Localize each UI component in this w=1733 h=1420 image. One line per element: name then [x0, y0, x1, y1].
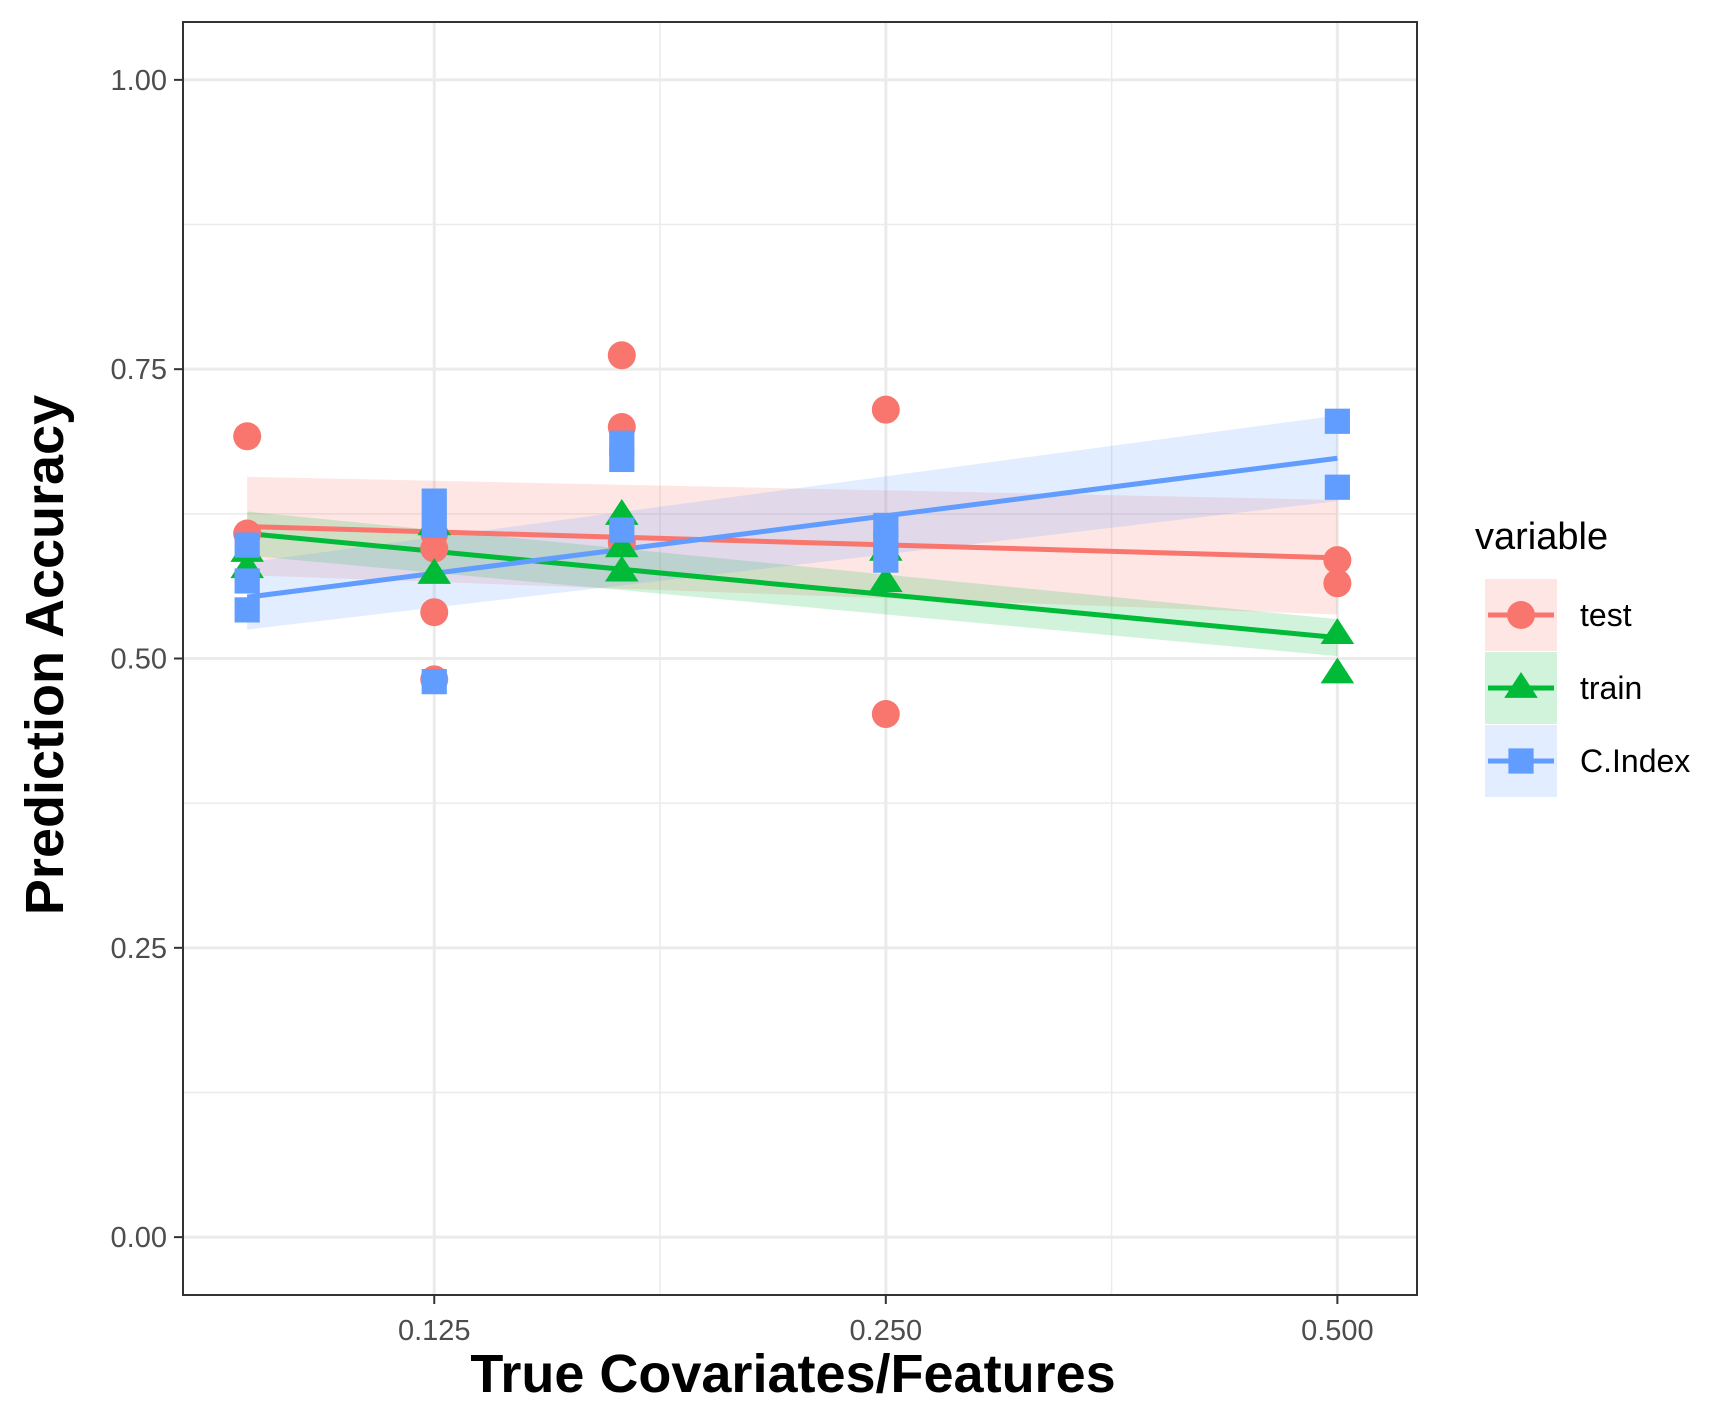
legend-label-train: train [1580, 670, 1642, 706]
legend-keys: test train C.Index [1485, 579, 1690, 797]
legend-label-c-index: C.Index [1580, 743, 1690, 779]
point-c-index [234, 597, 260, 623]
point-c-index [609, 517, 635, 543]
point-train [604, 531, 639, 558]
point-c-index [1324, 474, 1350, 500]
point-c-index [421, 512, 447, 539]
point-test [1323, 546, 1352, 575]
point-c-index [421, 669, 447, 695]
y-axis-title: Prediction Accuracy [15, 395, 75, 915]
legend-title: variable [1475, 516, 1608, 558]
point-c-index [234, 532, 260, 558]
y-tick-label: 1.00 [111, 65, 167, 97]
point-c-index [609, 446, 635, 473]
plot-area [182, 21, 1418, 1296]
point-test [871, 395, 900, 424]
y-tick-label: 0.00 [111, 1222, 167, 1254]
y-tick-label: 0.25 [111, 933, 167, 965]
legend: variable test train C.Index [1475, 516, 1690, 797]
point-train [1320, 657, 1355, 684]
point-test [871, 700, 900, 729]
point-test [233, 422, 262, 451]
legend-key-train: train [1485, 652, 1642, 724]
legend-key-marker-test [1507, 601, 1535, 629]
y-tick-label: 0.50 [111, 644, 167, 676]
confidence-band-test [247, 476, 1338, 615]
y-axis: 0.00 0.25 0.50 0.75 1.00 [111, 65, 183, 1254]
point-train [417, 557, 452, 584]
point-test [607, 341, 636, 370]
point-train [604, 555, 639, 582]
point-c-index [421, 488, 447, 514]
x-tick-label: 0.500 [1301, 1315, 1374, 1347]
x-axis-title: True Covariates/Features [470, 1344, 1115, 1404]
confidence-band-c-index [247, 415, 1338, 630]
data-points [230, 341, 1355, 729]
point-test [1323, 569, 1352, 598]
y-tick-label: 0.75 [111, 354, 167, 386]
legend-key-marker-train [1504, 671, 1538, 698]
legend-key-c-index: C.Index [1485, 725, 1690, 797]
legend-key-marker-c-index [1508, 748, 1534, 774]
legend-label-test: test [1580, 597, 1632, 633]
x-tick-label: 0.125 [398, 1315, 471, 1347]
point-c-index [234, 568, 260, 594]
x-axis: 0.125 0.250 0.500 [398, 1295, 1374, 1347]
point-train [869, 566, 903, 592]
x-tick-label: 0.250 [850, 1315, 923, 1347]
point-test [420, 598, 449, 627]
point-c-index [1324, 408, 1350, 434]
point-c-index [873, 547, 899, 573]
axes: 0.00 0.25 0.50 0.75 1.00 0.125 0.250 0.500 [111, 65, 1374, 1347]
point-train [1320, 618, 1355, 645]
legend-key-test: test [1485, 579, 1632, 651]
